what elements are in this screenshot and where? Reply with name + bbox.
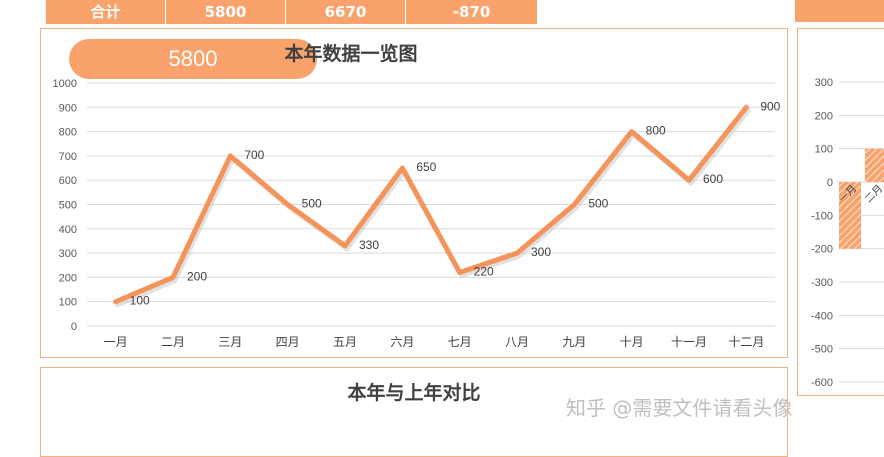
x-tick-label: 一月 — [104, 335, 128, 349]
data-label: 700 — [244, 148, 264, 162]
data-point — [114, 300, 118, 304]
x-tick-label: 十二月 — [728, 335, 764, 349]
data-point — [343, 244, 347, 248]
main-chart-panel[interactable]: 5800 本年数据一览图 0 100 200 300 400 500 600 700 800 90… — [40, 28, 788, 358]
y-tick-label: 200 — [815, 110, 833, 122]
watermark: 知乎 @需要文件请看头像 — [566, 396, 793, 420]
y-tick-label: 400 — [59, 224, 77, 236]
y-tick-label: 0 — [71, 321, 77, 333]
y-tick-label: 800 — [59, 127, 77, 139]
side-chart-panel[interactable]: 300 200 100 0 -100 -200 -300 -400 -500 -600 一月 二月 — [797, 28, 884, 396]
data-point — [687, 178, 691, 182]
x-tick-label: 十一月 — [671, 335, 707, 349]
data-point — [515, 251, 519, 255]
data-label: 330 — [359, 238, 379, 252]
totals-this-year: 5800 — [166, 0, 286, 24]
data-label: 200 — [187, 269, 207, 283]
y-tick-label: -300 — [811, 277, 833, 289]
y-tick-label: 600 — [59, 175, 77, 187]
totals-label: 合计 — [46, 0, 166, 24]
y-tick-label: 300 — [815, 77, 833, 89]
bar — [865, 148, 884, 182]
y-tick-label: 100 — [59, 297, 77, 309]
y-tick-label: -100 — [811, 210, 833, 222]
data-label: 100 — [130, 294, 150, 308]
data-point — [400, 166, 404, 170]
data-label: 500 — [588, 197, 608, 211]
y-tick-label: 100 — [815, 144, 833, 156]
y-tick-label: 500 — [59, 200, 77, 212]
y-tick-label: 300 — [59, 248, 77, 260]
data-point — [744, 105, 748, 109]
data-point — [630, 130, 634, 134]
totals-difference: -870 — [406, 0, 538, 24]
side-header-strip — [795, 0, 884, 22]
data-label: 500 — [302, 197, 322, 211]
x-tick-label: 七月 — [448, 335, 472, 349]
data-point — [228, 154, 232, 158]
y-tick-label: -200 — [811, 244, 833, 256]
y-tick-label: 900 — [59, 102, 77, 114]
x-tick-label: 六月 — [390, 335, 414, 349]
y-tick-label: 200 — [59, 272, 77, 284]
data-point — [572, 203, 576, 206]
data-label: 600 — [703, 172, 723, 186]
data-point — [286, 203, 290, 206]
series-line-shadow — [115, 107, 751, 308]
data-label: 650 — [416, 160, 436, 174]
x-tick-label: 二月 — [863, 183, 884, 206]
total-badge: 5800 — [69, 39, 317, 79]
data-label: 220 — [474, 265, 494, 279]
main-chart-title: 本年数据一览图 — [284, 43, 418, 65]
x-tick-label: 三月 — [218, 335, 242, 349]
x-tick-label: 四月 — [276, 335, 300, 349]
x-tick-label: 八月 — [505, 335, 529, 349]
data-point — [171, 275, 175, 279]
y-tick-label: -500 — [811, 344, 833, 356]
y-tick-label: -600 — [811, 377, 833, 389]
data-label: 300 — [531, 245, 551, 259]
x-tick-label: 九月 — [562, 335, 586, 349]
compare-chart-title: 本年与上年对比 — [347, 382, 481, 404]
y-tick-label: 1000 — [53, 78, 77, 90]
data-label: 900 — [760, 99, 780, 113]
totals-row: 合计 5800 6670 -870 — [46, 0, 538, 24]
x-tick-label: 二月 — [161, 335, 185, 349]
compare-chart-panel[interactable]: 本年与上年对比 — [40, 367, 788, 457]
series-line — [113, 104, 749, 305]
x-tick-label: 十月 — [620, 335, 644, 349]
bar — [839, 182, 861, 249]
y-tick-label: -400 — [811, 310, 833, 322]
line-chart[interactable]: 0 100 200 300 400 500 600 700 800 900 1000 一月 二月 三月 四月… — [41, 29, 787, 357]
totals-last-year: 6670 — [286, 0, 406, 24]
data-label: 800 — [646, 124, 666, 138]
y-tick-label: 700 — [59, 151, 77, 163]
x-tick-label: 五月 — [333, 335, 357, 349]
y-tick-label: 0 — [827, 177, 833, 189]
data-point — [458, 271, 462, 275]
